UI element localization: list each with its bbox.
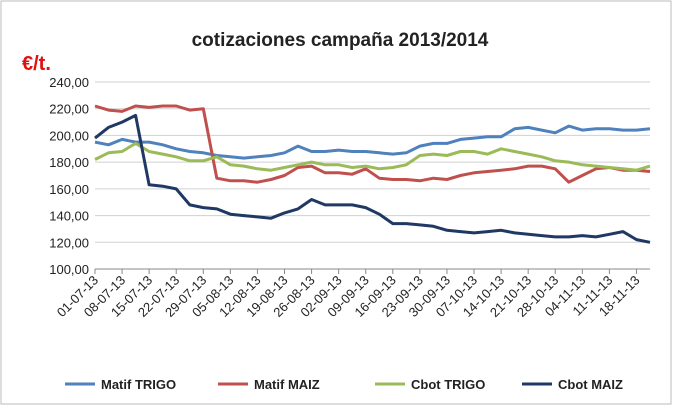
series-line: [94, 113, 651, 244]
series-line: [94, 124, 651, 160]
legend-label: Cbot MAIZ: [558, 377, 623, 392]
chart-title: cotizaciones campaña 2013/2014: [192, 30, 489, 51]
legend-label: Matif TRIGO: [101, 377, 176, 392]
y-tick-label: 120,00: [49, 235, 89, 250]
y-tick-label: 160,00: [49, 182, 89, 197]
y-tick-label: 180,00: [49, 155, 89, 170]
y-axis-label: €/t.: [22, 53, 51, 75]
y-tick-label: 220,00: [49, 102, 89, 117]
y-tick-label: 240,00: [49, 75, 89, 90]
y-tick-label: 200,00: [49, 128, 89, 143]
legend-label: Cbot TRIGO: [411, 377, 485, 392]
series-line: [94, 104, 651, 184]
y-tick-label: 140,00: [49, 209, 89, 224]
legend-label: Matif MAIZ: [254, 377, 320, 392]
y-tick-label: 100,00: [49, 262, 89, 277]
series-line: [94, 141, 651, 172]
